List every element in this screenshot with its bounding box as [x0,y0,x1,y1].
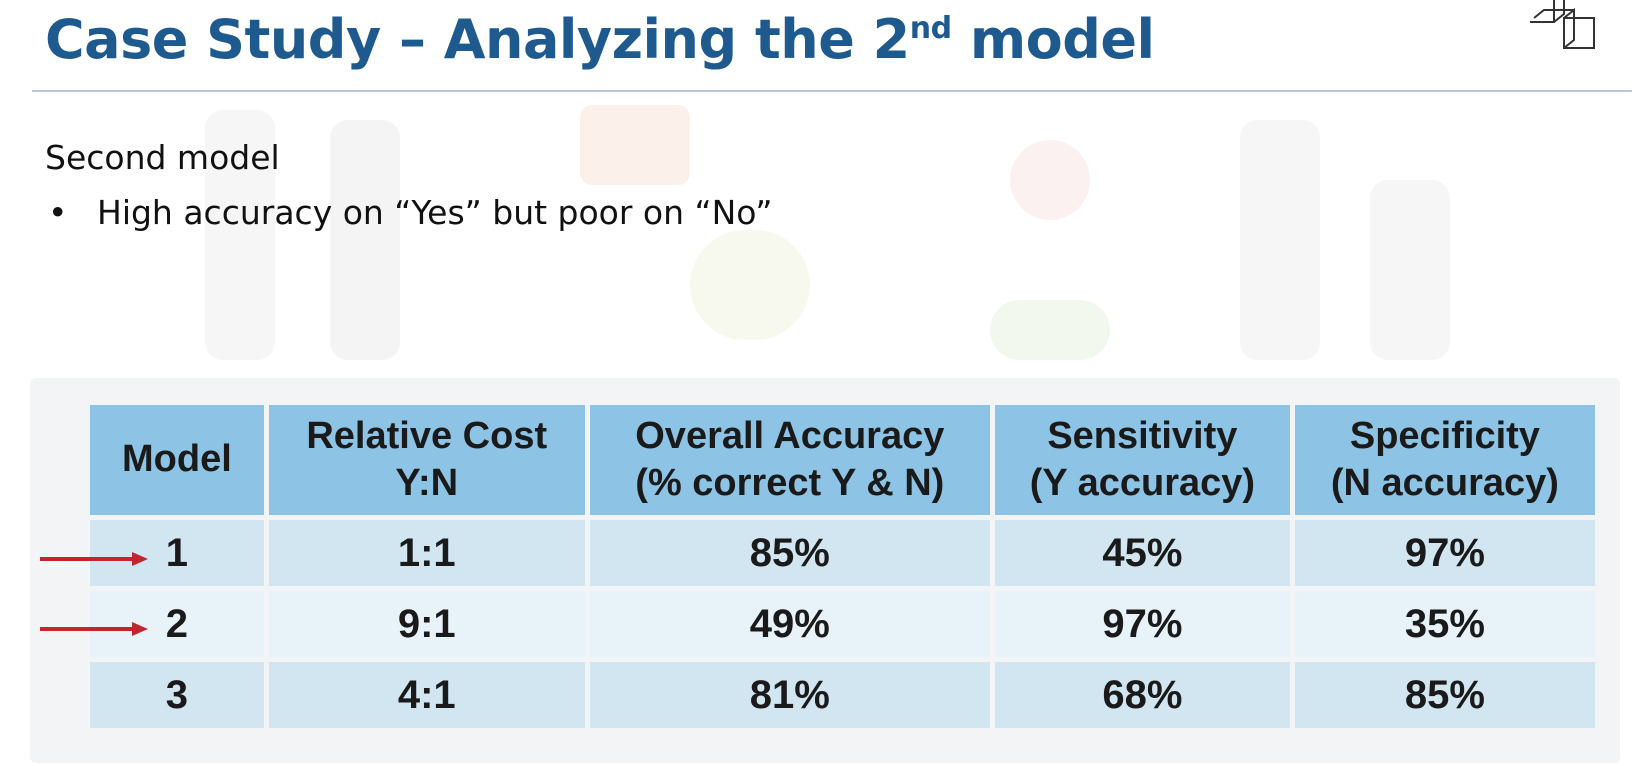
cell-sensitivity: 97% [994,591,1290,657]
header-model: Model [90,405,264,515]
arrow-right-icon [40,552,148,566]
header-sensitivity: Sensitivity (Y accuracy) [994,405,1290,515]
header-specificity: Specificity (N accuracy) [1294,405,1595,515]
table-header-row: Model Relative Cost Y:N Overall Accuracy(… [90,405,1595,515]
cell-sensitivity: 45% [994,520,1290,586]
cell-cost: 9:1 [268,591,585,657]
table-row: 3 4:1 81% 68% 85% [90,662,1595,728]
cube-icon [1530,0,1595,49]
cell-overall: 85% [589,520,990,586]
header-overall-accuracy: Overall Accuracy (% correct Y & N) [589,405,990,515]
bullet-text: High accuracy on “Yes” but poor on “No” [97,193,773,232]
cell-cost: 4:1 [268,662,585,728]
bullet-marker: • [48,193,68,232]
header-relative-cost: Relative Cost Y:N [268,405,585,515]
slide-subheading: Second model [45,138,280,177]
cell-specificity: 85% [1294,662,1595,728]
cell-sensitivity: 68% [994,662,1290,728]
cell-overall: 81% [589,662,990,728]
cell-overall: 49% [589,591,990,657]
table-row: 1 1:1 85% 45% 97% [90,520,1595,586]
table-row: 2 9:1 49% 97% 35% [90,591,1595,657]
cell-cost: 1:1 [268,520,585,586]
cell-model: 1 [90,520,264,586]
cell-model: 3 [90,662,264,728]
cell-model: 2 [90,591,264,657]
arrow-right-icon [40,622,148,636]
slide-title: Case Study – Analyzing the 2nd model [45,8,1155,71]
comparison-table: Model Relative Cost Y:N Overall Accuracy(… [85,400,1600,733]
title-divider [32,90,1632,92]
cell-specificity: 97% [1294,520,1595,586]
cell-specificity: 35% [1294,591,1595,657]
